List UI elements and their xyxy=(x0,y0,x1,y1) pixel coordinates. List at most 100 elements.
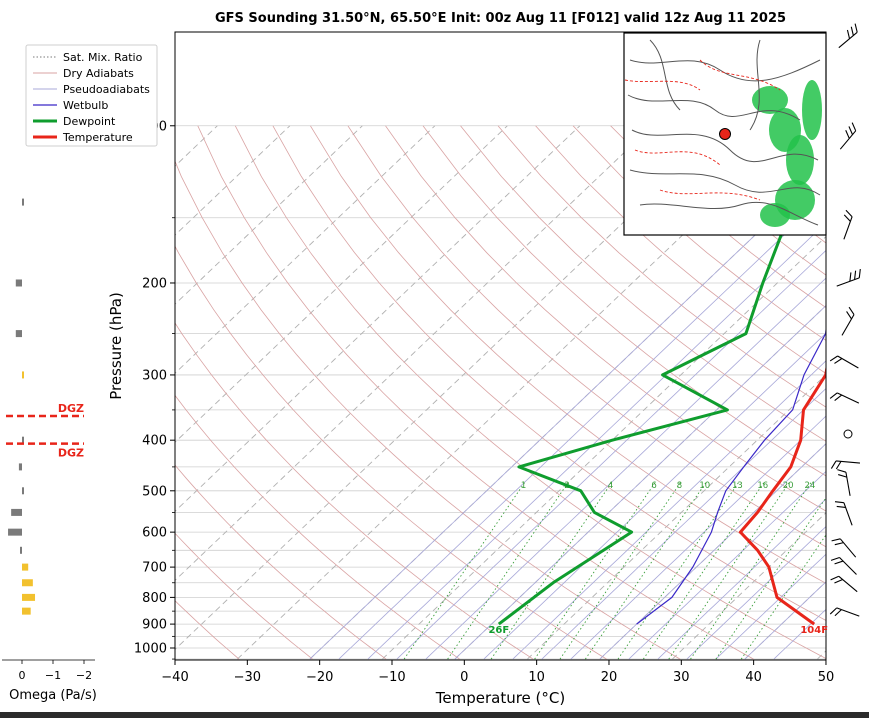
dry-adiabat-line xyxy=(836,126,869,659)
plot-frame xyxy=(174,31,827,661)
inset-thickness-line xyxy=(634,149,721,166)
legend-label: Pseudoadiabats xyxy=(63,83,150,96)
dry-adiabat-line xyxy=(535,125,826,374)
x-tick-label: −10 xyxy=(378,670,405,685)
dry-adiabat-line xyxy=(175,394,460,660)
mixing-ratio-label: 4 xyxy=(608,481,613,491)
omega-bar xyxy=(8,528,22,536)
y-tick-label: 300 xyxy=(142,368,167,383)
inset-isobar xyxy=(629,59,821,82)
x-tick-label: −20 xyxy=(306,670,333,685)
legend-label: Dry Adiabats xyxy=(63,67,134,80)
isotherm-line xyxy=(175,125,436,374)
mixing-ratio-label: 10 xyxy=(699,481,710,491)
pseudoadiabat-line xyxy=(744,581,826,660)
dry-adiabat-line xyxy=(310,125,826,584)
dry-adiabat-line xyxy=(175,532,313,660)
inset-precip-area xyxy=(752,86,788,114)
x-tick-label: 30 xyxy=(673,670,690,685)
x-tick-label: 50 xyxy=(818,670,835,685)
mixing-ratio-label: 1 xyxy=(521,481,526,491)
wind-barb-icon xyxy=(830,575,858,593)
mixing-ratio-label: 13 xyxy=(732,481,743,491)
omega-bar xyxy=(15,279,22,287)
x-tick-label: 40 xyxy=(745,670,762,685)
dewpoint-line xyxy=(497,172,826,626)
y-tick-label: 400 xyxy=(142,434,167,449)
pseudoadiabat-line xyxy=(657,498,826,660)
y-tick-label: 1000 xyxy=(134,642,167,657)
y-axis-label: Pressure (hPa) xyxy=(107,292,125,400)
mixing-ratio-label: 16 xyxy=(757,481,768,491)
omega-bar xyxy=(22,371,24,379)
dry-adiabat-line xyxy=(197,125,754,660)
wind-barb-icon xyxy=(829,355,859,369)
y-tick-label: 900 xyxy=(142,618,167,633)
wind-barb-icon xyxy=(837,469,851,496)
pseudoadiabat-line xyxy=(425,277,826,660)
inset-isobar xyxy=(749,39,761,131)
omega-bar xyxy=(22,198,24,206)
inset-precip-area xyxy=(786,135,814,185)
omega-bar xyxy=(11,508,22,516)
omega-bar xyxy=(20,546,22,554)
omega-bar xyxy=(22,593,36,601)
legend-label: Temperature xyxy=(62,131,133,144)
chart-title: GFS Sounding 31.50°N, 65.50°E Init: 00z … xyxy=(215,11,786,26)
isotherm-line xyxy=(175,125,581,512)
pseudoadiabat-line xyxy=(512,360,826,660)
dry-adiabat-line xyxy=(385,125,826,512)
dry-adiabat-line xyxy=(422,125,826,477)
x-tick-label: −30 xyxy=(234,670,261,685)
y-tick-label: 500 xyxy=(142,484,167,499)
pseudoadiabat-line xyxy=(338,194,826,660)
mixing-ratio-label: 8 xyxy=(677,481,682,491)
mixing-ratio-label: 36 xyxy=(855,481,866,491)
dry-adiabat-line xyxy=(175,160,681,660)
inset-location-marker xyxy=(719,128,731,140)
inset-isobar xyxy=(629,169,821,196)
omega-axis-label: Omega (Pa/s) xyxy=(9,688,97,703)
isotherm-line xyxy=(175,125,508,443)
dry-adiabat-line xyxy=(460,125,826,442)
x-tick-label: 0 xyxy=(460,670,468,685)
wind-barb-icon xyxy=(843,209,853,240)
mixing-ratio-label: 6 xyxy=(651,481,656,491)
pseudoadiabat-line xyxy=(541,387,826,660)
wind-barb-icon xyxy=(834,501,853,526)
wind-barb-icon xyxy=(838,23,858,49)
surface-dewpoint-label: 26F xyxy=(488,625,509,636)
wind-barb-icon xyxy=(830,556,857,575)
dgz-label: DGZ xyxy=(58,402,84,415)
legend-label: Sat. Mix. Ratio xyxy=(63,51,143,64)
isotherm-line xyxy=(175,125,653,582)
inset-isobar xyxy=(627,94,801,121)
legend-label: Dewpoint xyxy=(63,115,116,128)
inset-thickness-line xyxy=(624,79,701,91)
omega-bar xyxy=(15,330,22,338)
wind-barb-icon xyxy=(829,607,860,617)
legend-label: Wetbulb xyxy=(63,99,108,112)
x-tick-label: −40 xyxy=(161,670,188,685)
y-tick-label: 800 xyxy=(142,591,167,606)
x-tick-label: 20 xyxy=(601,670,618,685)
inset-thickness-line xyxy=(699,59,781,91)
y-tick-label: 700 xyxy=(142,561,167,576)
window-bottom-bar xyxy=(0,712,869,718)
omega-bar xyxy=(18,463,22,471)
wind-barb-icon xyxy=(839,122,857,150)
omega-bar xyxy=(22,487,24,495)
y-tick-label: 600 xyxy=(142,526,167,541)
dgz-label: DGZ xyxy=(58,447,84,460)
dry-adiabat-line xyxy=(272,125,826,621)
x-axis-label: Temperature (°C) xyxy=(435,689,565,707)
dry-adiabat-line xyxy=(347,125,826,548)
pseudoadiabat-line xyxy=(628,470,826,660)
omega-bar xyxy=(22,607,31,615)
y-tick-label: 200 xyxy=(142,276,167,291)
isotherm-line xyxy=(175,125,363,305)
omega-tick-label: 0 xyxy=(19,669,26,682)
wind-barb-icon xyxy=(831,538,857,558)
inset-isobar xyxy=(649,39,681,111)
